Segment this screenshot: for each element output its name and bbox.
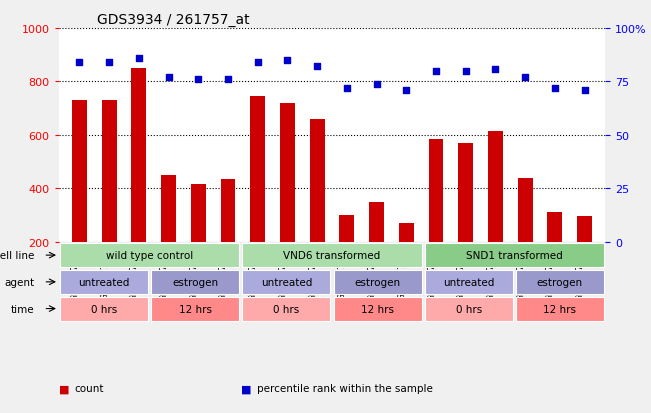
Text: VND6 transformed: VND6 transformed bbox=[283, 251, 381, 261]
Text: untreated: untreated bbox=[79, 277, 130, 287]
Text: SND1 transformed: SND1 transformed bbox=[466, 251, 562, 261]
Point bbox=[431, 68, 441, 75]
Point bbox=[283, 57, 293, 64]
Bar bbox=[516, 297, 604, 321]
Text: ■: ■ bbox=[59, 383, 69, 393]
Text: estrogen: estrogen bbox=[173, 277, 218, 287]
Point bbox=[520, 75, 531, 81]
Bar bbox=[191, 185, 206, 242]
Point bbox=[342, 85, 352, 92]
Point bbox=[312, 64, 322, 71]
Bar bbox=[339, 216, 354, 242]
Text: 12 hrs: 12 hrs bbox=[179, 304, 212, 314]
Bar bbox=[72, 101, 87, 242]
Bar bbox=[369, 202, 384, 242]
Text: time: time bbox=[10, 304, 35, 314]
Text: 12 hrs: 12 hrs bbox=[544, 304, 576, 314]
Bar bbox=[60, 270, 148, 294]
Text: agent: agent bbox=[4, 277, 35, 287]
Text: percentile rank within the sample: percentile rank within the sample bbox=[257, 383, 433, 393]
Bar bbox=[333, 297, 422, 321]
Bar bbox=[458, 144, 473, 242]
Bar bbox=[310, 119, 325, 242]
Text: 0 hrs: 0 hrs bbox=[273, 304, 299, 314]
Bar bbox=[161, 176, 176, 242]
Bar bbox=[60, 244, 240, 268]
Bar bbox=[132, 69, 146, 242]
Bar bbox=[221, 180, 236, 242]
Text: untreated: untreated bbox=[443, 277, 494, 287]
Text: 0 hrs: 0 hrs bbox=[456, 304, 482, 314]
Text: count: count bbox=[75, 383, 104, 393]
Bar bbox=[280, 104, 295, 242]
Bar bbox=[242, 270, 331, 294]
Point bbox=[163, 75, 174, 81]
Text: untreated: untreated bbox=[261, 277, 312, 287]
Point bbox=[193, 77, 204, 83]
Point bbox=[253, 60, 263, 66]
Text: GDS3934 / 261757_at: GDS3934 / 261757_at bbox=[97, 12, 249, 26]
Bar bbox=[60, 297, 148, 321]
Bar bbox=[424, 270, 513, 294]
Bar bbox=[102, 101, 117, 242]
Point bbox=[371, 81, 381, 88]
Bar bbox=[516, 270, 604, 294]
Bar bbox=[250, 97, 265, 242]
Point bbox=[579, 88, 590, 94]
Bar bbox=[333, 270, 422, 294]
Point bbox=[490, 66, 501, 73]
Bar bbox=[151, 270, 240, 294]
Point bbox=[401, 88, 411, 94]
Bar bbox=[424, 244, 604, 268]
Text: estrogen: estrogen bbox=[537, 277, 583, 287]
Text: cell line: cell line bbox=[0, 251, 35, 261]
Text: ■: ■ bbox=[241, 383, 251, 393]
Point bbox=[460, 68, 471, 75]
Point bbox=[104, 60, 115, 66]
Point bbox=[223, 77, 233, 83]
Bar bbox=[242, 297, 331, 321]
Point bbox=[74, 60, 85, 66]
Bar bbox=[428, 140, 443, 242]
Bar bbox=[518, 178, 533, 242]
Bar bbox=[424, 297, 513, 321]
Text: wild type control: wild type control bbox=[106, 251, 193, 261]
Point bbox=[549, 85, 560, 92]
Bar bbox=[399, 223, 414, 242]
Bar bbox=[577, 217, 592, 242]
Bar bbox=[242, 244, 422, 268]
Text: 0 hrs: 0 hrs bbox=[91, 304, 117, 314]
Bar bbox=[151, 297, 240, 321]
Bar bbox=[488, 131, 503, 242]
Bar bbox=[547, 213, 562, 242]
Text: 12 hrs: 12 hrs bbox=[361, 304, 394, 314]
Text: estrogen: estrogen bbox=[355, 277, 400, 287]
Point bbox=[133, 55, 144, 62]
